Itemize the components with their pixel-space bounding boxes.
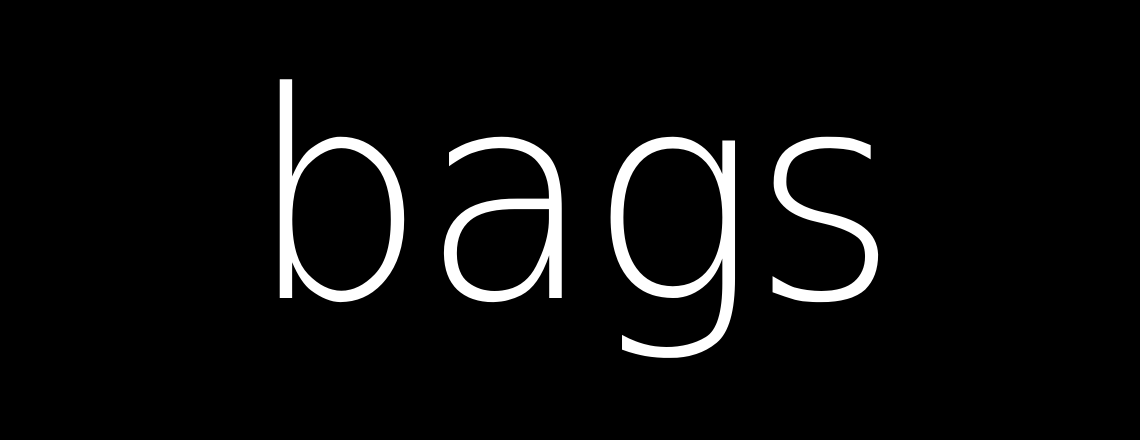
display-word: bags bbox=[247, 31, 898, 366]
